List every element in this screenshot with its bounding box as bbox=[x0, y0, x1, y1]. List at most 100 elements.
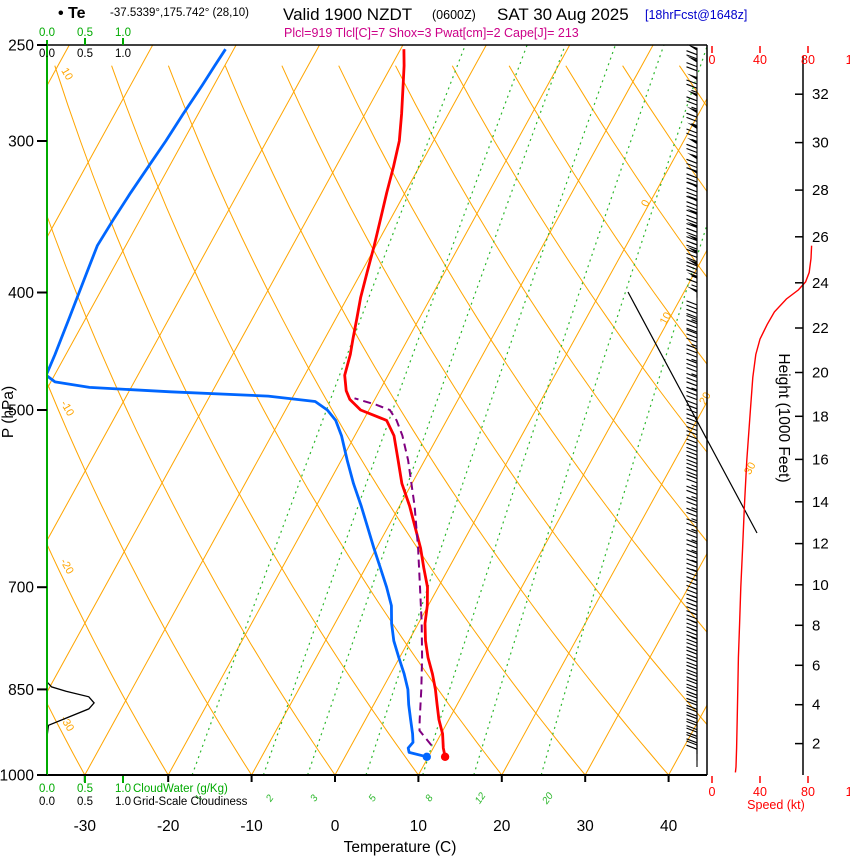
dry-adiabat-line bbox=[47, 543, 169, 775]
barb-full bbox=[686, 725, 698, 731]
barb-full bbox=[686, 327, 698, 333]
barb-half bbox=[691, 319, 698, 323]
dry-adiabat-line bbox=[47, 702, 86, 775]
barb-full bbox=[686, 209, 698, 215]
wind-barb bbox=[686, 740, 698, 767]
barb-full bbox=[686, 314, 698, 321]
barb-full bbox=[686, 714, 698, 720]
temperature-tick-label: 40 bbox=[660, 818, 678, 835]
barb-full bbox=[686, 462, 698, 468]
isotherm-line bbox=[84, 45, 487, 775]
speed-tick-label-top: 120 bbox=[846, 53, 850, 67]
barb-full bbox=[686, 707, 698, 713]
barb-full bbox=[686, 362, 698, 368]
barb-half bbox=[691, 528, 698, 532]
speed-tick-label-bottom: 120 bbox=[846, 785, 850, 799]
mixing-ratio-label: 20 bbox=[540, 790, 556, 807]
temperature-tick-label: 10 bbox=[410, 818, 428, 835]
barb-full bbox=[686, 543, 698, 549]
height-tick-label: 28 bbox=[812, 182, 829, 199]
barb-half bbox=[691, 595, 698, 599]
sounding-profiles bbox=[47, 48, 450, 761]
barb-full bbox=[686, 661, 698, 667]
wind-barbs-column bbox=[686, 44, 698, 767]
dry-adiabat-line bbox=[451, 65, 707, 453]
barb-full bbox=[686, 323, 698, 329]
barb-pennant bbox=[687, 44, 697, 51]
barb-full bbox=[686, 646, 698, 652]
barb-half bbox=[691, 628, 698, 632]
barb-full bbox=[686, 413, 698, 419]
isotherm-label: 10 bbox=[658, 310, 674, 327]
barb-full bbox=[686, 511, 698, 517]
surface-temperature-dot bbox=[440, 752, 450, 761]
barb-full bbox=[686, 668, 698, 675]
mixing-ratio-line bbox=[307, 45, 566, 775]
barb-half bbox=[691, 518, 698, 522]
dry-adiabat-line bbox=[565, 65, 707, 279]
dry-adiabat-line bbox=[111, 65, 503, 775]
cloudiness-axis-label: Grid-Scale Cloudiness bbox=[133, 796, 248, 808]
barb-half bbox=[691, 89, 698, 93]
barb-full bbox=[686, 657, 698, 663]
barb-half bbox=[691, 539, 698, 543]
annotations bbox=[627, 291, 758, 534]
cloudiness-scale-label-top: 1.0 bbox=[115, 48, 131, 60]
barb-pennant bbox=[687, 73, 697, 80]
speed-tick-label-bottom: 40 bbox=[753, 785, 767, 799]
barb-full bbox=[686, 580, 698, 586]
isotherm-line bbox=[584, 552, 707, 775]
barb-full bbox=[686, 630, 698, 636]
barb-full bbox=[686, 278, 698, 284]
barb-full bbox=[686, 690, 698, 696]
barb-full bbox=[686, 740, 698, 746]
barb-full bbox=[686, 214, 698, 220]
barb-full bbox=[686, 62, 698, 68]
barb-full bbox=[686, 187, 698, 193]
valid-time: Valid 1900 NZDT bbox=[283, 5, 412, 24]
barb-half bbox=[691, 507, 698, 511]
barb-pennant bbox=[687, 152, 697, 160]
barb-full bbox=[686, 348, 698, 354]
valid-date: SAT 30 Aug 2025 bbox=[497, 5, 629, 24]
barb-full bbox=[686, 470, 698, 477]
barb-pennant bbox=[687, 90, 697, 97]
cloudwater-axis-label: CloudWater (g/Kg) bbox=[133, 783, 228, 795]
wind-speed-curve bbox=[734, 245, 813, 773]
barb-full bbox=[686, 227, 698, 233]
dry-adiabat-line bbox=[736, 66, 850, 775]
height-tick-label: 14 bbox=[812, 494, 829, 511]
barb-full bbox=[686, 489, 698, 495]
barb-full bbox=[686, 704, 698, 710]
barb-full bbox=[686, 100, 698, 106]
pressure-tick-label: 400 bbox=[8, 285, 34, 302]
surface-dewpoint-dot bbox=[422, 752, 431, 761]
barb-pennant bbox=[687, 106, 697, 114]
barb-full bbox=[686, 653, 698, 659]
wind-barb bbox=[686, 44, 698, 70]
barb-pennant bbox=[687, 137, 697, 145]
pressure-tick-label: 1000 bbox=[0, 768, 34, 785]
mixing-ratio-label: 12 bbox=[473, 790, 489, 806]
dry-adiabat-line bbox=[395, 65, 707, 543]
barb-half bbox=[691, 138, 698, 142]
barb-full bbox=[686, 676, 698, 682]
barb-full bbox=[686, 261, 698, 267]
barb-half bbox=[691, 636, 698, 640]
barb-full bbox=[686, 562, 698, 568]
temperature-tick-label: -10 bbox=[240, 818, 263, 835]
barb-full bbox=[686, 434, 698, 440]
barb-full bbox=[686, 421, 698, 427]
barb-full bbox=[686, 319, 698, 325]
barb-full bbox=[686, 132, 698, 138]
barb-full bbox=[686, 201, 698, 207]
barb-half bbox=[691, 343, 698, 347]
barb-half bbox=[691, 387, 698, 391]
dry-adiabat-line bbox=[508, 65, 707, 365]
wind-speed-line bbox=[734, 245, 813, 773]
barb-half bbox=[691, 559, 698, 563]
barb-full bbox=[686, 589, 698, 595]
height-tick-label: 10 bbox=[812, 577, 829, 594]
barb-half bbox=[691, 275, 698, 279]
barb-full bbox=[686, 54, 698, 60]
